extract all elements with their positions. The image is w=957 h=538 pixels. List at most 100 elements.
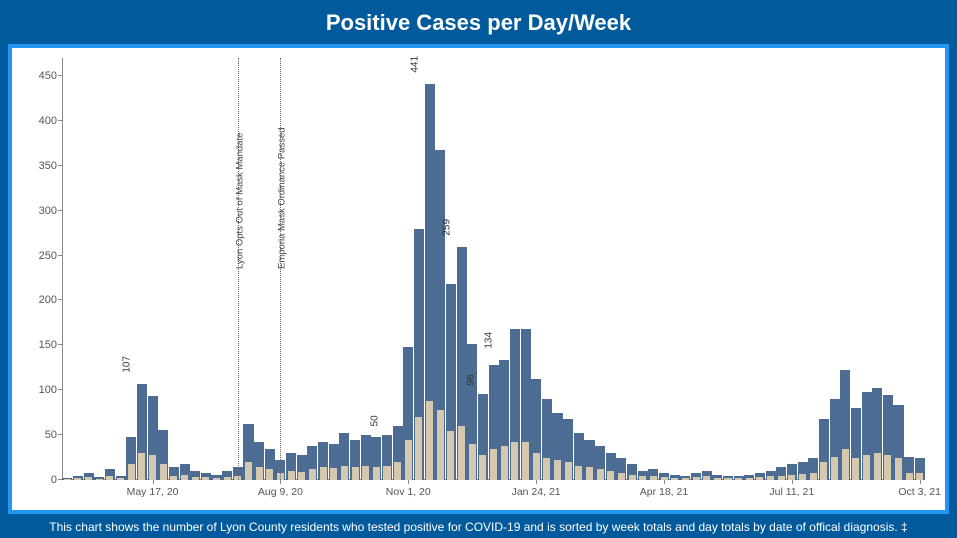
day-bar bbox=[181, 475, 188, 480]
x-tick-label: Nov 1, 20 bbox=[386, 486, 431, 498]
bar-slot bbox=[680, 58, 690, 480]
day-bar bbox=[213, 478, 220, 480]
day-bar bbox=[543, 458, 550, 480]
bar-slot bbox=[169, 58, 179, 480]
bar-slot bbox=[776, 58, 786, 480]
bar-slot bbox=[616, 58, 626, 480]
x-tick-label: Aug 9, 20 bbox=[258, 486, 303, 498]
bar-slot bbox=[787, 58, 797, 480]
day-bar bbox=[895, 458, 902, 480]
day-bar bbox=[490, 449, 497, 480]
bar-slot bbox=[606, 58, 616, 480]
day-bar bbox=[256, 467, 263, 480]
annotation-label: Emporia Mask Ordinance Passed bbox=[277, 127, 288, 269]
day-bar bbox=[202, 477, 209, 480]
bar-slot bbox=[552, 58, 562, 480]
bar-slot bbox=[808, 58, 818, 480]
bar-slot bbox=[329, 58, 339, 480]
day-bar bbox=[330, 468, 337, 480]
bar-slot bbox=[446, 58, 456, 480]
x-tick-label: Oct 3, 21 bbox=[898, 486, 941, 498]
day-bar bbox=[266, 469, 273, 480]
day-bar bbox=[479, 455, 486, 480]
day-bar bbox=[341, 466, 348, 480]
bar-slot bbox=[893, 58, 903, 480]
bar-slot bbox=[265, 58, 275, 480]
y-tick-label: 50 bbox=[22, 429, 57, 441]
chart-title: Positive Cases per Day/Week bbox=[0, 0, 957, 44]
annotation-line bbox=[238, 58, 239, 480]
y-tick-mark bbox=[58, 75, 62, 76]
y-tick-label: 150 bbox=[22, 339, 57, 351]
bar-slot: 134 bbox=[499, 58, 509, 480]
day-bar bbox=[501, 446, 508, 480]
bar-slot bbox=[702, 58, 712, 480]
y-tick-label: 0 bbox=[22, 474, 57, 486]
bar-slot: 259 bbox=[457, 58, 467, 480]
day-bar bbox=[778, 476, 785, 480]
bar-slot bbox=[286, 58, 296, 480]
bar-slot bbox=[467, 58, 477, 480]
day-bar bbox=[714, 478, 721, 480]
bar-slot: 96 bbox=[478, 58, 488, 480]
bar-slot bbox=[116, 58, 126, 480]
day-bar bbox=[405, 440, 412, 480]
bar-slot bbox=[414, 58, 424, 480]
bar-slot bbox=[819, 58, 829, 480]
day-bar bbox=[64, 479, 71, 480]
bar-slot bbox=[211, 58, 221, 480]
y-tick-mark bbox=[58, 344, 62, 345]
day-bar bbox=[618, 473, 625, 480]
bar-slot bbox=[94, 58, 104, 480]
y-tick-mark bbox=[58, 389, 62, 390]
day-bar bbox=[629, 475, 636, 480]
bar-slot: 50 bbox=[382, 58, 392, 480]
bar-slot bbox=[627, 58, 637, 480]
bar-value-label: 107 bbox=[122, 356, 133, 375]
day-bar bbox=[138, 453, 145, 480]
chart-footer: This chart shows the number of Lyon Coun… bbox=[0, 514, 957, 538]
bar-slot bbox=[595, 58, 605, 480]
day-bar bbox=[906, 473, 913, 480]
y-tick-mark bbox=[58, 120, 62, 121]
chart-container: Positive Cases per Day/Week 107 50 441 259 9… bbox=[0, 0, 957, 538]
bar-slot bbox=[904, 58, 914, 480]
day-bar bbox=[224, 477, 231, 480]
bar-slot bbox=[638, 58, 648, 480]
day-bar bbox=[362, 466, 369, 480]
bar-slot bbox=[723, 58, 733, 480]
y-tick-label: 250 bbox=[22, 250, 57, 262]
day-bar bbox=[756, 477, 763, 480]
day-bar bbox=[170, 476, 177, 480]
day-bar bbox=[863, 455, 870, 480]
y-tick-label: 300 bbox=[22, 205, 57, 217]
day-bar bbox=[128, 464, 135, 480]
bar-slot: 441 bbox=[425, 58, 435, 480]
day-bar bbox=[735, 478, 742, 480]
bar-slot bbox=[883, 58, 893, 480]
annotation-line bbox=[280, 58, 281, 480]
x-tick-mark bbox=[664, 480, 665, 484]
day-bar bbox=[309, 469, 316, 480]
day-bar bbox=[650, 476, 657, 480]
bar-slot bbox=[563, 58, 573, 480]
y-tick-label: 350 bbox=[22, 160, 57, 172]
day-bar bbox=[842, 449, 849, 480]
day-bar bbox=[671, 478, 678, 480]
bar-slot bbox=[840, 58, 850, 480]
bar-slot bbox=[307, 58, 317, 480]
bar-slot bbox=[766, 58, 776, 480]
bar-slot bbox=[84, 58, 94, 480]
day-bar bbox=[298, 472, 305, 480]
bars-layer: 107 50 441 259 96 134 bbox=[62, 58, 925, 480]
bar-slot bbox=[851, 58, 861, 480]
y-tick-mark bbox=[58, 210, 62, 211]
bar-slot bbox=[755, 58, 765, 480]
x-tick-mark bbox=[920, 480, 921, 484]
annotation-label: Lyon Opts Out of Mask Mandate bbox=[234, 133, 245, 269]
bar-slot bbox=[574, 58, 584, 480]
day-bar bbox=[874, 453, 881, 480]
day-bar bbox=[565, 462, 572, 480]
day-bar bbox=[447, 431, 454, 480]
x-tick-mark bbox=[408, 480, 409, 484]
